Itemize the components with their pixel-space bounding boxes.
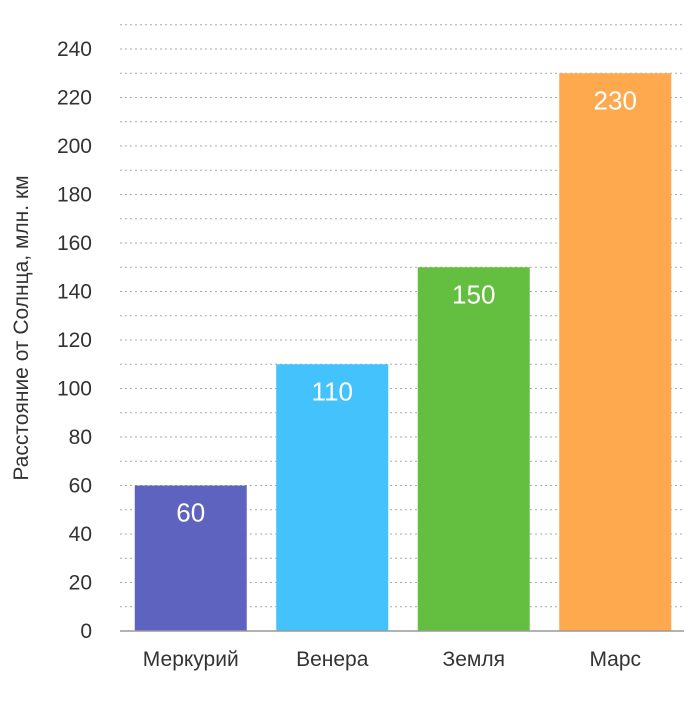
y-tick-label: 100 — [57, 378, 92, 401]
bar — [276, 364, 389, 631]
y-tick-label: 220 — [57, 87, 92, 110]
y-axis-title: Расстояние от Солнца, млн. км — [10, 175, 33, 480]
bar — [134, 485, 247, 631]
x-tick-labels: Меркурий Венера Земля Марс — [143, 648, 641, 671]
bar — [559, 73, 672, 631]
y-tick-labels: 0 20 40 60 80 100 120 140 160 180 200 220 240 — [57, 38, 92, 643]
y-tick-label: 160 — [57, 232, 92, 255]
y-tick-label: 200 — [57, 135, 92, 158]
y-tick-label: 80 — [69, 426, 92, 449]
y-tick-label: 140 — [57, 281, 92, 304]
bar — [417, 267, 530, 631]
x-tick-label: Меркурий — [143, 648, 239, 671]
bar-value-label: 60 — [176, 498, 205, 528]
y-tick-label: 20 — [69, 572, 92, 595]
y-tick-label: 120 — [57, 329, 92, 352]
bars: 60 110 150 230 — [134, 73, 672, 631]
bar-value-label: 150 — [452, 279, 495, 309]
y-tick-label: 0 — [80, 620, 92, 643]
y-tick-label: 240 — [57, 38, 92, 61]
bar-value-label: 230 — [594, 85, 637, 115]
x-tick-label: Земля — [443, 648, 505, 671]
y-tick-label: 180 — [57, 184, 92, 207]
x-tick-label: Венера — [296, 648, 369, 671]
bar-value-label: 110 — [312, 376, 353, 406]
x-tick-label: Марс — [589, 648, 641, 671]
y-tick-label: 40 — [69, 523, 92, 546]
y-tick-label: 60 — [69, 475, 92, 498]
